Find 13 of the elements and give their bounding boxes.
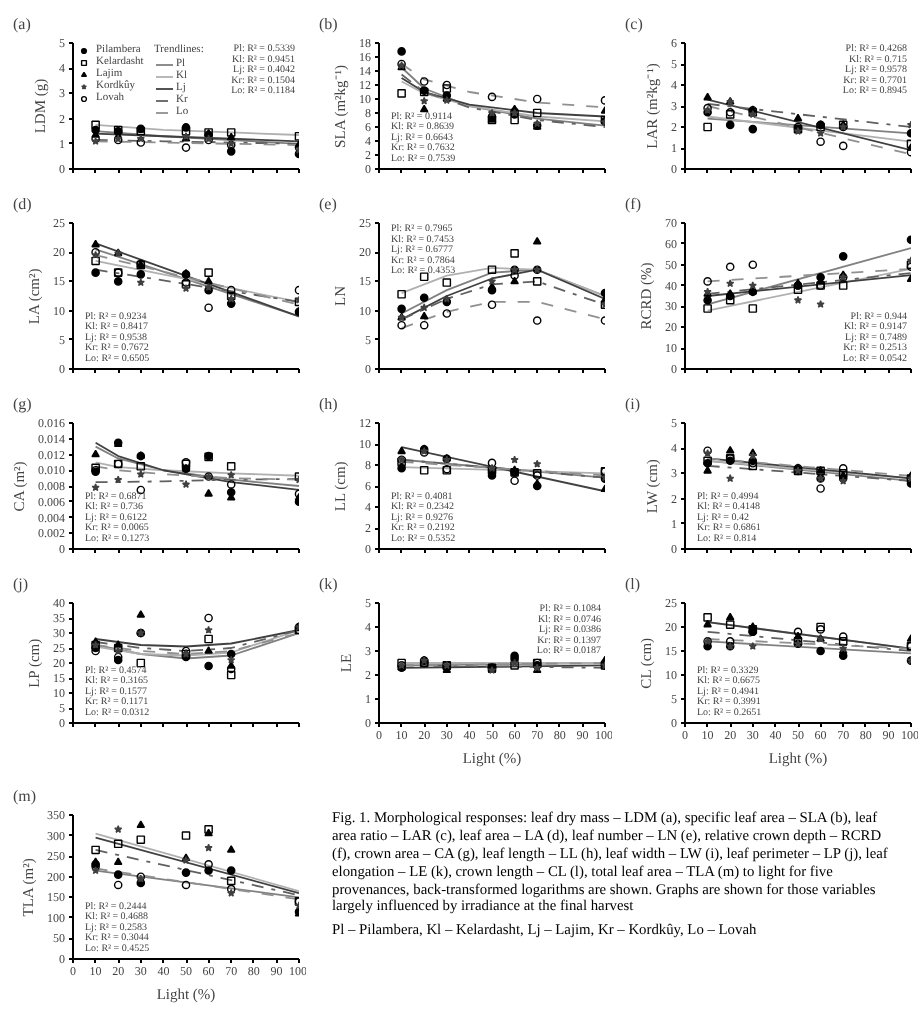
chart-title: (k) [319,575,339,593]
chart-title: (g) [13,395,33,413]
chart-title: (l) [625,575,641,593]
chart-title: (h) [319,395,339,413]
chart-title: (j) [13,575,29,593]
chart-title: (m) [13,787,37,805]
chart-title: (b) [319,15,339,33]
chart-title: (e) [319,195,338,213]
chart-title: (d) [13,195,33,213]
chart-title: (a) [13,15,32,33]
chart-title: (c) [625,15,644,33]
chart-title: (f) [625,195,642,213]
chart-title: (i) [625,395,641,413]
